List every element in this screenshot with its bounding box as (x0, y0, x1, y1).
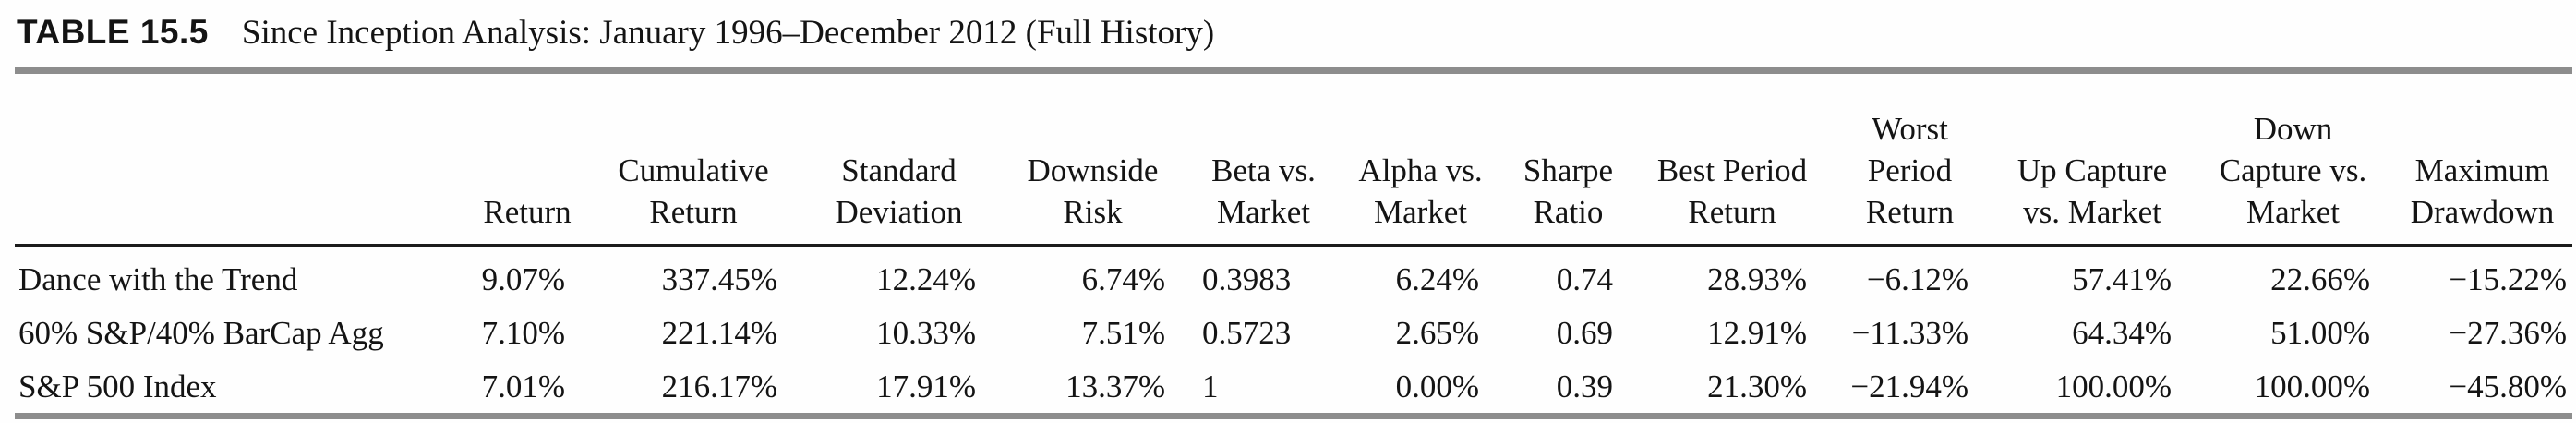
column-header-cumulative-return: Cumulative Return (587, 70, 800, 248)
column-header-beta-vs-market: Beta vs. Market (1187, 70, 1340, 248)
table-number: TABLE 15.5 (17, 13, 209, 51)
table-cell: 12.24% (876, 261, 976, 298)
table-cell: 10.33% (876, 315, 976, 352)
table-cell: 0.39 (1556, 368, 1613, 405)
table-cell: 0.74 (1556, 261, 1613, 298)
column-header-down-capture: Down Capture vs. Market (2194, 70, 2392, 248)
table-cell: 2.65% (1395, 315, 1479, 352)
table-title: Since Inception Analysis: January 1996–D… (241, 14, 1215, 52)
table-cell: 6.74% (1081, 261, 1165, 298)
column-header-worst-period-return: Worst Period Return (1829, 70, 1991, 248)
table-cell: 17.91% (876, 368, 976, 405)
table-cell: 12.91% (1707, 315, 1807, 352)
table-cell: −21.94% (1850, 368, 1968, 405)
table-cell: 337.45% (661, 261, 777, 298)
table-cell: 100.00% (2055, 368, 2172, 405)
table-cell: 7.51% (1081, 315, 1165, 352)
table-cell: 216.17% (661, 368, 777, 405)
analysis-table: Return Cumulative Return Standard Deviat… (15, 67, 2572, 419)
column-header-standard-deviation: Standard Deviation (800, 70, 998, 248)
table-cell: 51.00% (2270, 315, 2370, 352)
table-cell: 0.3983 (1202, 261, 1292, 298)
column-header-sharpe-ratio: Sharpe Ratio (1501, 70, 1635, 248)
table-cell: 28.93% (1707, 261, 1807, 298)
table-cell: 7.01% (481, 368, 565, 405)
table-cell: −45.80% (2449, 368, 2567, 405)
column-header-alpha-vs-market: Alpha vs. Market (1340, 70, 1501, 248)
table-cell: 0.5723 (1202, 315, 1292, 352)
table-cell: 221.14% (661, 315, 777, 352)
table-caption: TABLE 15.5 Since Inception Analysis: Janu… (17, 13, 2561, 53)
column-header-return: Return (467, 70, 587, 248)
row-label: 60% S&P/40% BarCap Agg (18, 315, 384, 352)
table-row-sp-500-index: S&P 500 Index 7.01% 216.17% 17.91% 13.37… (15, 359, 2572, 416)
table-cell: 0.00% (1395, 368, 1479, 405)
table-cell: 100.00% (2254, 368, 2370, 405)
column-header-best-period-return: Best Period Return (1635, 70, 1829, 248)
column-header-blank (15, 70, 467, 248)
table-row-dance-with-the-trend: Dance with the Trend 9.07% 337.45% 12.24… (15, 246, 2572, 306)
column-header-up-capture: Up Capture vs. Market (1991, 70, 2194, 248)
table-cell: 1 (1202, 368, 1219, 405)
table-cell: −6.12% (1866, 261, 1968, 298)
table-cell: −11.33% (1851, 315, 1968, 352)
header-row: Return Cumulative Return Standard Deviat… (15, 70, 2572, 248)
table-cell: −27.36% (2449, 315, 2567, 352)
table-cell: 21.30% (1707, 368, 1807, 405)
table-cell: 13.37% (1065, 368, 1165, 405)
table-cell: 6.24% (1395, 261, 1479, 298)
table-cell: 22.66% (2270, 261, 2370, 298)
row-label: S&P 500 Index (18, 368, 217, 405)
table-row-60-sp-40-barcap-agg: 60% S&P/40% BarCap Agg 7.10% 221.14% 10.… (15, 306, 2572, 359)
table-cell: 7.10% (481, 315, 565, 352)
column-header-downside-risk: Downside Risk (998, 70, 1187, 248)
table-cell: −15.22% (2449, 261, 2567, 298)
table-cell: 9.07% (481, 261, 565, 298)
table-cell: 0.69 (1556, 315, 1613, 352)
table-cell: 57.41% (2072, 261, 2172, 298)
table-cell: 64.34% (2072, 315, 2172, 352)
row-label: Dance with the Trend (18, 261, 298, 298)
column-header-maximum-drawdown: Maximum Drawdown (2392, 70, 2572, 248)
